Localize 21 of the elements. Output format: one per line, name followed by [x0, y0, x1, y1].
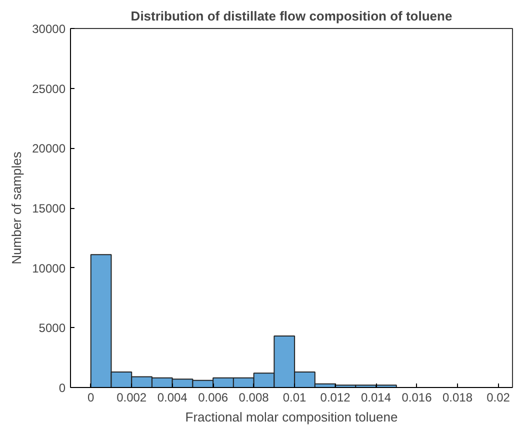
- x-tick-label: 0.01: [282, 390, 307, 404]
- y-tick-label: 0: [58, 381, 66, 395]
- y-tick-label: 30000: [32, 22, 66, 36]
- x-tick-label: 0.02: [486, 390, 510, 404]
- y-tick-label: 15000: [32, 202, 66, 216]
- y-tick-label: 25000: [32, 82, 66, 96]
- x-tick-label: 0.006: [198, 390, 228, 404]
- y-tick-label: 10000: [32, 261, 66, 276]
- x-tick-label: 0.016: [402, 390, 432, 404]
- y-tick-label: 20000: [32, 142, 66, 156]
- x-tick-label: 0.008: [238, 390, 270, 404]
- x-tick-label: 0.004: [157, 390, 188, 404]
- x-tick-label: 0.018: [442, 390, 473, 404]
- y-axis-title: Number of samples: [9, 151, 24, 264]
- chart-title: Distribution of distillate flow composition of toluene: [130, 8, 452, 24]
- x-axis-title: Fractional molar composition toluene: [185, 410, 398, 424]
- x-tick-label: 0: [88, 390, 95, 404]
- x-tick-label: 0.002: [116, 390, 147, 404]
- x-tick-label: 0.014: [361, 390, 392, 404]
- y-tick-label: 5000: [38, 321, 66, 336]
- x-tick-label: 0.012: [320, 390, 351, 404]
